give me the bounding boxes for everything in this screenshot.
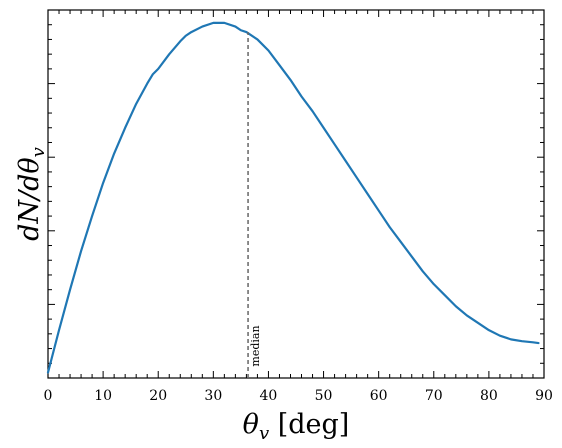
ticks-layer xyxy=(47,9,545,379)
median-label: median xyxy=(249,325,262,366)
x-tick-labels: 0 10 20 30 40 50 60 70 80 90 xyxy=(44,388,553,404)
annotation-layer: median xyxy=(247,32,262,378)
x-tick-label: 20 xyxy=(149,388,167,404)
x-tick-label: 30 xyxy=(204,388,222,404)
x-tick-label: 50 xyxy=(315,388,333,404)
x-axis-label: θv [deg] xyxy=(243,409,350,444)
x-tick-label: 80 xyxy=(480,388,498,404)
x-tick-label: 60 xyxy=(370,388,388,404)
x-tick-label: 70 xyxy=(425,388,443,404)
plot-frame xyxy=(47,9,545,379)
y-axis-label: dN/dθv xyxy=(14,147,49,241)
x-tick-label: 40 xyxy=(260,388,278,404)
series-line xyxy=(46,21,540,374)
x-tick-label: 10 xyxy=(94,388,112,404)
x-tick-label: 0 xyxy=(44,388,53,404)
series-layer xyxy=(46,21,540,374)
x-tick-label: 90 xyxy=(535,388,553,404)
